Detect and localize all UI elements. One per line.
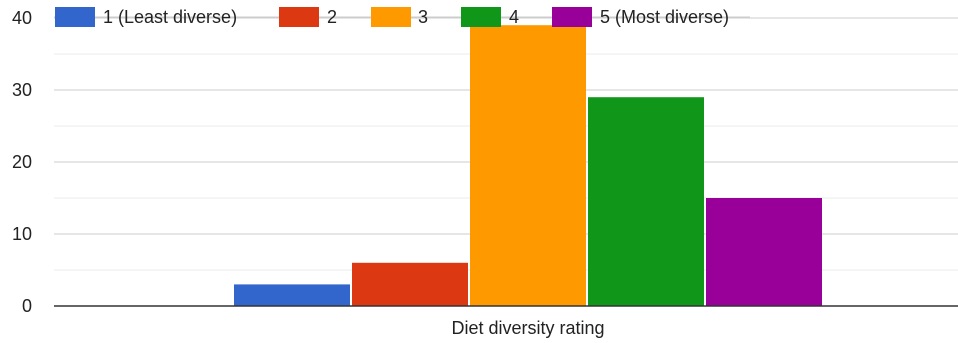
y-axis-ticks: 0 10 20 30 40: [12, 8, 32, 316]
legend-swatch: [55, 7, 95, 27]
y-tick-label: 0: [22, 296, 32, 316]
legend-swatch: [279, 7, 319, 27]
legend-label: 5 (Most diverse): [600, 7, 729, 27]
legend-label: 3: [418, 7, 428, 27]
legend-swatch: [371, 7, 411, 27]
legend[interactable]: 1 (Least diverse) 2 3 4 5 (Most diverse): [54, 7, 750, 27]
legend-item-1[interactable]: 1 (Least diverse): [55, 7, 237, 27]
bar-series-3[interactable]: [470, 25, 586, 306]
bar-series-2[interactable]: [352, 262, 468, 306]
bar-series-1[interactable]: [234, 284, 350, 306]
x-category-label: Diet diversity rating: [451, 318, 604, 338]
y-tick-label: 40: [12, 8, 32, 28]
legend-item-3[interactable]: 3: [371, 7, 428, 27]
legend-label: 4: [509, 7, 519, 27]
legend-item-4[interactable]: 4: [461, 7, 519, 27]
bar-series-4[interactable]: [588, 97, 704, 306]
y-tick-label: 30: [12, 80, 32, 100]
y-tick-label: 20: [12, 152, 32, 172]
bar-series-5[interactable]: [706, 198, 822, 306]
bars: [234, 25, 822, 306]
legend-label: 1 (Least diverse): [103, 7, 237, 27]
legend-swatch: [552, 7, 592, 27]
legend-item-5[interactable]: 5 (Most diverse): [552, 7, 729, 27]
legend-label: 2: [327, 7, 337, 27]
legend-item-2[interactable]: 2: [279, 7, 337, 27]
y-tick-label: 10: [12, 224, 32, 244]
legend-swatch: [461, 7, 501, 27]
